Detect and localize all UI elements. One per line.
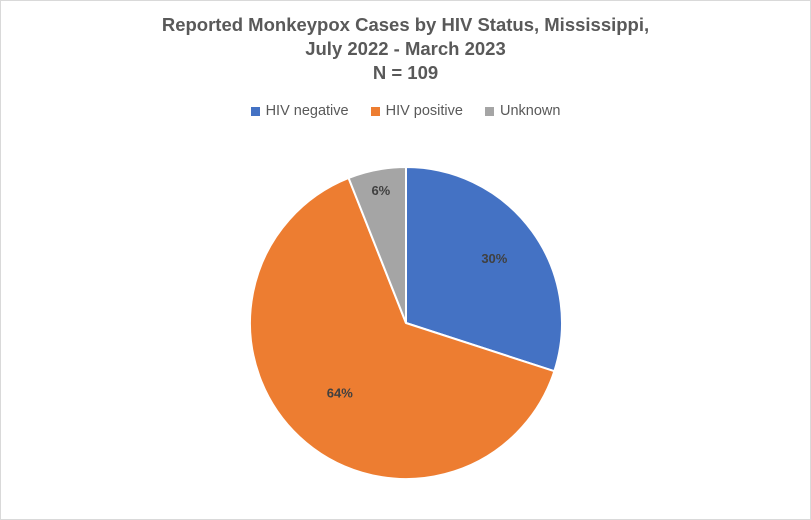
pie-slices	[249, 165, 563, 480]
legend-label-hiv-negative: HIV negative	[265, 103, 349, 119]
chart-legend: HIV negative HIV positive Unknown	[1, 103, 810, 119]
legend-label-hiv-positive: HIV positive	[385, 103, 463, 119]
chart-title-line-3: N = 109	[372, 62, 439, 83]
legend-item-unknown: Unknown	[484, 103, 561, 119]
chart-title: Reported Monkeypox Cases by HIV Status, …	[1, 13, 810, 85]
chart-title-line-1: Reported Monkeypox Cases by HIV Status, …	[161, 14, 650, 35]
legend-swatch-hiv-positive	[370, 106, 380, 116]
data-label-unknown: 6%	[371, 183, 390, 198]
data-label-hiv-negative: 30%	[481, 251, 507, 266]
legend-swatch-unknown	[484, 106, 494, 116]
pie-slice-hiv-negative	[405, 165, 563, 373]
pie-slice-unknown	[347, 165, 407, 324]
chart-title-line-2: July 2022 - March 2023	[305, 38, 506, 59]
legend-label-unknown: Unknown	[499, 103, 561, 119]
pie-slice-hiv-positive	[249, 176, 556, 480]
pie-data-labels: 30% 64% 6%	[327, 183, 508, 400]
data-label-hiv-positive: 64%	[327, 386, 353, 401]
legend-item-hiv-positive: HIV positive	[370, 103, 463, 119]
legend-swatch-hiv-negative	[250, 106, 260, 116]
legend-item-hiv-negative: HIV negative	[250, 103, 349, 119]
